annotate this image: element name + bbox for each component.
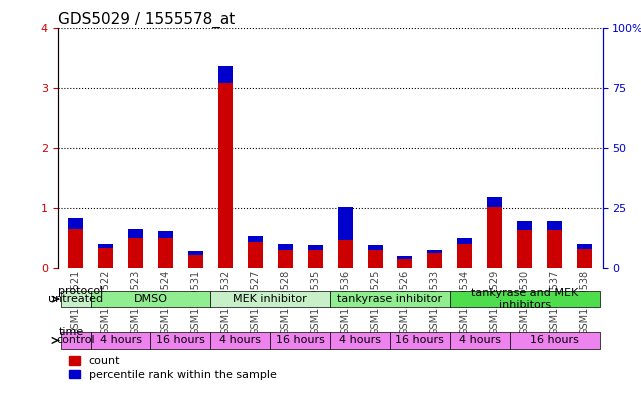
FancyBboxPatch shape <box>151 332 210 349</box>
FancyBboxPatch shape <box>450 332 510 349</box>
Text: 16 hours: 16 hours <box>530 336 579 345</box>
Bar <box>218 83 233 268</box>
Text: GDS5029 / 1555578_at: GDS5029 / 1555578_at <box>58 11 235 28</box>
Text: 16 hours: 16 hours <box>156 336 205 345</box>
FancyBboxPatch shape <box>390 332 450 349</box>
Bar <box>248 236 263 242</box>
Bar <box>98 248 113 268</box>
Bar <box>128 238 143 268</box>
FancyBboxPatch shape <box>61 332 90 349</box>
Text: 4 hours: 4 hours <box>219 336 262 345</box>
Bar <box>517 230 532 268</box>
Bar <box>487 207 503 268</box>
Bar <box>397 259 412 268</box>
Bar <box>428 253 442 268</box>
Bar <box>457 244 472 268</box>
Bar <box>338 207 353 240</box>
Text: 4 hours: 4 hours <box>459 336 501 345</box>
Bar <box>428 250 442 253</box>
Text: tankyrase and MEK
inhibitors: tankyrase and MEK inhibitors <box>471 288 578 310</box>
FancyBboxPatch shape <box>90 291 210 307</box>
Bar <box>367 245 383 250</box>
FancyBboxPatch shape <box>450 291 599 307</box>
FancyBboxPatch shape <box>61 291 90 307</box>
FancyBboxPatch shape <box>90 332 151 349</box>
Text: 16 hours: 16 hours <box>395 336 444 345</box>
Bar <box>68 229 83 268</box>
Text: untreated: untreated <box>48 294 103 304</box>
Bar <box>278 250 293 268</box>
Text: 4 hours: 4 hours <box>99 336 142 345</box>
Bar <box>397 256 412 259</box>
FancyBboxPatch shape <box>330 291 450 307</box>
Text: protocol: protocol <box>58 286 104 296</box>
Text: DMSO: DMSO <box>133 294 167 304</box>
Bar <box>128 229 143 238</box>
FancyBboxPatch shape <box>510 332 599 349</box>
Bar <box>218 66 233 83</box>
Text: 16 hours: 16 hours <box>276 336 324 345</box>
Bar <box>98 244 113 248</box>
FancyBboxPatch shape <box>330 332 390 349</box>
Bar <box>577 249 592 268</box>
Text: tankyrase inhibitor: tankyrase inhibitor <box>337 294 442 304</box>
Bar <box>68 218 83 229</box>
Bar <box>188 255 203 268</box>
Bar <box>278 244 293 250</box>
Text: time: time <box>58 327 83 337</box>
FancyBboxPatch shape <box>210 332 271 349</box>
Text: 4 hours: 4 hours <box>339 336 381 345</box>
Bar <box>367 250 383 268</box>
Legend: count, percentile rank within the sample: count, percentile rank within the sample <box>69 356 276 380</box>
Text: control: control <box>56 336 95 345</box>
Bar <box>158 231 173 238</box>
Bar <box>308 245 322 250</box>
Bar <box>577 244 592 249</box>
Bar <box>457 238 472 244</box>
Bar <box>308 250 322 268</box>
Bar <box>158 238 173 268</box>
Bar <box>248 242 263 268</box>
Bar <box>547 230 562 268</box>
FancyBboxPatch shape <box>271 332 330 349</box>
Bar <box>487 196 503 207</box>
Bar <box>338 240 353 268</box>
Text: MEK inhibitor: MEK inhibitor <box>233 294 307 304</box>
Bar <box>547 221 562 230</box>
Bar <box>517 221 532 230</box>
FancyBboxPatch shape <box>210 291 330 307</box>
Bar <box>188 251 203 255</box>
